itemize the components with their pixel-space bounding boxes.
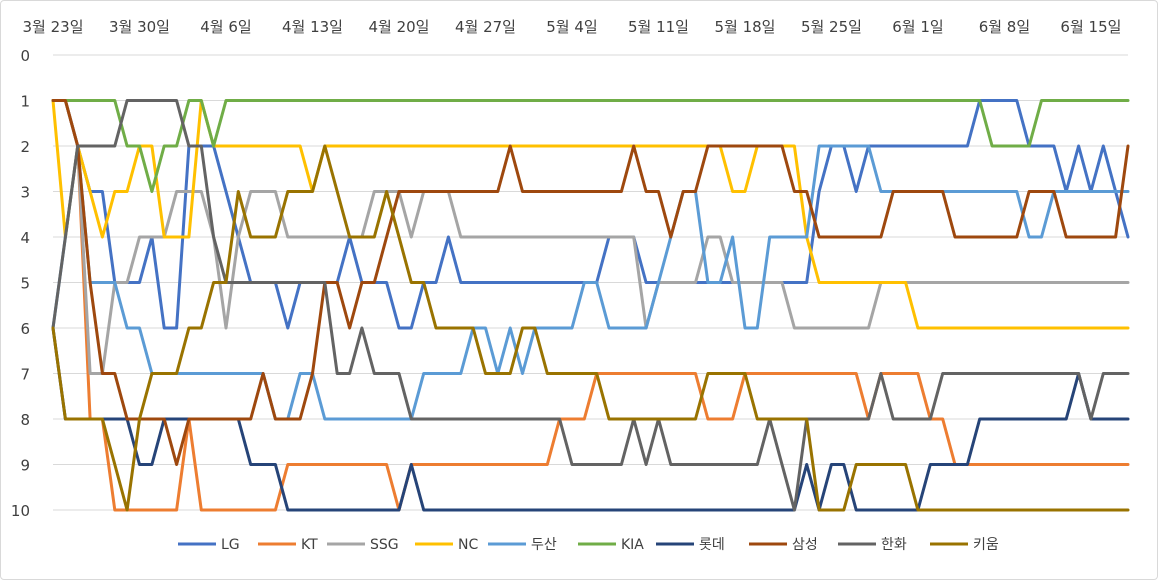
series-line-7 xyxy=(51,99,1130,466)
x-tick-label: 4월 6일 xyxy=(200,18,251,36)
series-line-3 xyxy=(51,99,1130,330)
y-tick-label: 6 xyxy=(20,320,30,338)
x-tick-label: 4월 27일 xyxy=(455,18,516,36)
y-tick-label: 8 xyxy=(20,411,30,429)
legend-label: LG xyxy=(221,537,240,553)
y-tick-label: 3 xyxy=(20,184,30,202)
x-tick-label: 6월 15일 xyxy=(1060,18,1121,36)
x-axis-tick-labels: 3월 23일 3월 30일 4월 6일 4월 13일 4월 20일 4월 27일 5월 4일… xyxy=(23,18,1122,36)
y-tick-label: 10 xyxy=(11,502,30,520)
legend-label: 한화 xyxy=(881,537,907,553)
y-tick-label: 2 xyxy=(20,138,30,156)
legend-item: 한화 xyxy=(838,537,907,553)
x-tick-label: 6월 1일 xyxy=(892,18,943,36)
y-tick-label: 5 xyxy=(20,275,30,293)
x-tick-label: 5월 25일 xyxy=(801,18,862,36)
legend-label: 두산 xyxy=(531,537,557,553)
x-tick-label: 6월 8일 xyxy=(979,18,1030,36)
legend-item: KT xyxy=(258,537,318,553)
legend-item: 두산 xyxy=(488,537,557,553)
legend-item: NC xyxy=(415,537,478,553)
y-tick-label: 4 xyxy=(20,229,30,247)
x-tick-label: 4월 13일 xyxy=(282,18,343,36)
series-line-1 xyxy=(51,99,1130,512)
series-lines xyxy=(51,99,1130,512)
x-tick-label: 5월 4일 xyxy=(546,18,597,36)
y-tick-label: 9 xyxy=(20,457,30,475)
y-tick-label: 7 xyxy=(20,366,30,384)
x-tick-label: 3월 30일 xyxy=(109,18,170,36)
legend-label: 삼성 xyxy=(792,537,818,553)
x-tick-label: 4월 20일 xyxy=(368,18,429,36)
y-tick-label: 1 xyxy=(20,93,30,111)
legend-item: LG xyxy=(178,537,240,553)
legend-item: 키움 xyxy=(930,537,999,553)
series-line-0 xyxy=(51,99,1130,330)
x-tick-label: 3월 23일 xyxy=(23,18,84,36)
legend-label: NC xyxy=(458,537,478,553)
legend-label: 키움 xyxy=(973,537,999,553)
series-line-5 xyxy=(51,99,1130,193)
legend-item: 삼성 xyxy=(749,537,818,553)
legend-item: 롯데 xyxy=(656,537,725,553)
y-axis-tick-labels: 0 1 2 3 4 5 6 7 8 9 10 xyxy=(11,47,30,520)
legend-item: SSG xyxy=(327,537,399,553)
legend-item: KIA xyxy=(578,537,644,553)
legend-label: SSG xyxy=(370,537,399,553)
legend-label: 롯데 xyxy=(699,537,725,553)
legend: LG KT SSG NC 두산 KIA 롯데 삼성 한화 키움 xyxy=(178,537,999,553)
series-line-8 xyxy=(51,99,1130,512)
x-tick-label: 5월 11일 xyxy=(628,18,689,36)
x-tick-label: 5월 18일 xyxy=(714,18,775,36)
legend-label: KIA xyxy=(621,537,644,553)
series-line-9 xyxy=(51,144,1130,512)
series-line-4 xyxy=(51,144,1130,421)
y-tick-label: 0 xyxy=(20,47,30,65)
legend-label: KT xyxy=(301,537,318,553)
